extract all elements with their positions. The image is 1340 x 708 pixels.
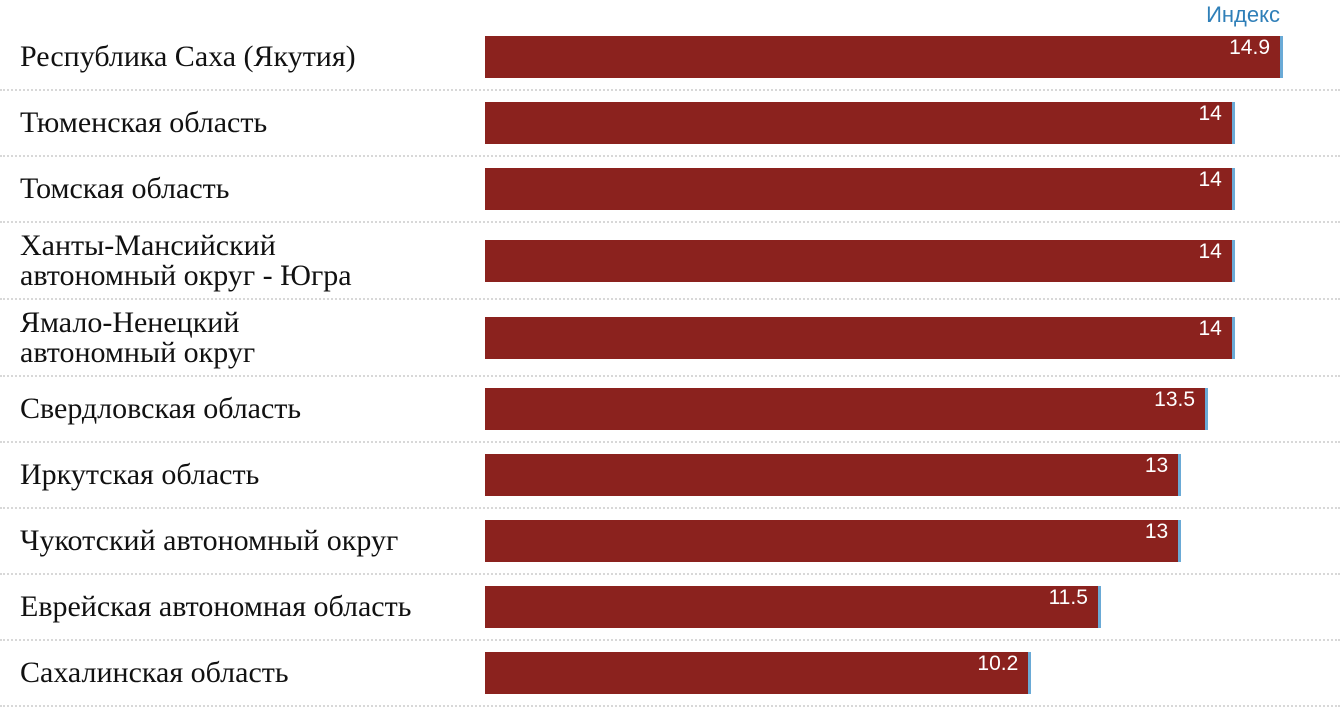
bar: 14 xyxy=(485,316,1235,359)
bar-area: 14 xyxy=(485,316,1340,359)
rows: Республика Саха (Якутия) 14.9 Тюменская об… xyxy=(0,25,1340,707)
bar: 14 xyxy=(485,168,1235,210)
row: Сахалинская область 10.2 xyxy=(0,641,1340,707)
bar: 11.5 xyxy=(485,586,1101,628)
bar: 10.2 xyxy=(485,652,1032,694)
value-label: 10.2 xyxy=(977,652,1019,675)
value-label: 11.5 xyxy=(1048,586,1088,609)
bar: 13.5 xyxy=(485,388,1209,430)
bar-area: 13.5 xyxy=(485,388,1340,430)
row: Республика Саха (Якутия) 14.9 xyxy=(0,25,1340,91)
bar-area: 14.9 xyxy=(485,36,1340,78)
value-label: 14 xyxy=(1198,316,1222,340)
category-label: Еврейская автономная область xyxy=(20,590,412,623)
category-label: Ханты-Мансийский автономный округ - Югра xyxy=(20,228,352,292)
value-label: 13.5 xyxy=(1154,388,1196,411)
bar-area: 14 xyxy=(485,102,1340,144)
category-label: Чукотский автономный округ xyxy=(20,524,399,557)
bar: 13 xyxy=(485,520,1182,562)
category-label: Республика Саха (Якутия) xyxy=(20,40,356,73)
bar: 14 xyxy=(485,239,1235,282)
category-label: Иркутская область xyxy=(20,458,260,491)
bar-area: 13 xyxy=(485,454,1340,496)
category-label: Томская область xyxy=(20,172,230,205)
bar: 13 xyxy=(485,454,1182,496)
series-name: Индекс xyxy=(1206,2,1280,27)
value-label: 14 xyxy=(1198,102,1222,125)
value-label: 14 xyxy=(1198,168,1222,191)
bar-area: 11.5 xyxy=(485,586,1340,628)
header: Индекс xyxy=(0,0,1340,27)
value-label: 14.9 xyxy=(1229,36,1270,59)
bar: 14.9 xyxy=(485,36,1283,78)
value-label: 13 xyxy=(1144,520,1169,543)
row: Иркутская область 13 xyxy=(0,443,1340,509)
row: Ямало-Ненецкий автономный округ 14 xyxy=(0,300,1340,377)
value-label: 14 xyxy=(1198,239,1222,263)
row: Томская область 14 xyxy=(0,157,1340,223)
category-label: Тюменская область xyxy=(20,106,268,139)
row: Ханты-Мансийский автономный округ - Югра… xyxy=(0,223,1340,300)
bar: 14 xyxy=(485,102,1235,144)
value-label: 13 xyxy=(1144,454,1169,477)
bar-area: 14 xyxy=(485,239,1340,282)
category-label: Свердловская область xyxy=(20,392,302,425)
row: Чукотский автономный округ 13 xyxy=(0,509,1340,575)
row: Тюменская область 14 xyxy=(0,91,1340,157)
bar-area: 13 xyxy=(485,520,1340,562)
bar-area: 10.2 xyxy=(485,652,1340,694)
category-label: Ямало-Ненецкий автономный округ xyxy=(20,305,256,369)
bar-area: 14 xyxy=(485,168,1340,210)
row: Еврейская автономная область 11.5 xyxy=(0,575,1340,641)
category-label: Сахалинская область xyxy=(20,656,289,689)
row: Свердловская область 13.5 xyxy=(0,377,1340,443)
